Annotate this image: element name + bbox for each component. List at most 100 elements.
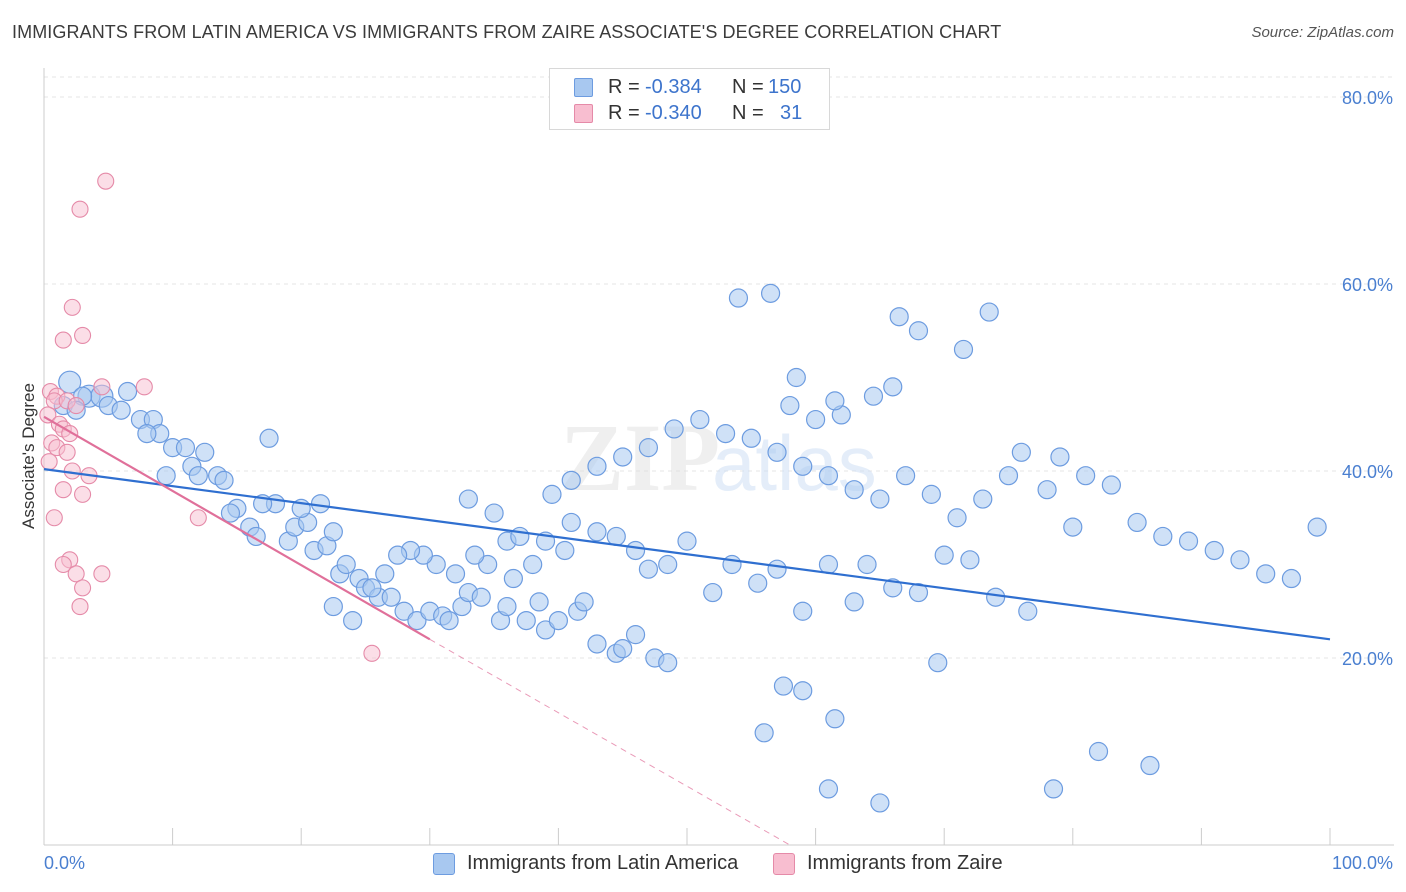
data-point-latin-america	[362, 578, 382, 598]
data-point-zaire	[71, 598, 89, 616]
data-point-zaire	[97, 172, 115, 190]
data-point-latin-america	[1043, 779, 1064, 799]
data-point-latin-america	[1204, 540, 1224, 561]
data-point-latin-america	[535, 620, 556, 640]
data-point-latin-america	[388, 545, 408, 565]
data-point-latin-america	[638, 559, 659, 579]
legend-label-latin-america: Immigrants from Latin America	[467, 852, 739, 874]
data-point-latin-america	[587, 456, 607, 476]
data-point-latin-america	[715, 424, 736, 444]
data-point-latin-america	[561, 512, 581, 533]
data-point-latin-america	[561, 470, 581, 490]
y-tick-label: 60.0%	[1342, 275, 1393, 295]
data-point-latin-america	[625, 625, 646, 645]
data-point-latin-america	[323, 596, 343, 617]
data-point-latin-america	[137, 424, 157, 444]
trendline-latin-america	[43, 468, 1331, 641]
data-point-latin-america	[638, 438, 659, 458]
data-point-latin-america	[1076, 466, 1096, 486]
data-point-zaire	[63, 298, 81, 316]
legend-swatch-zaire	[773, 853, 795, 875]
data-point-latin-america	[439, 610, 459, 631]
data-point-latin-america	[548, 610, 569, 631]
data-point-latin-america	[908, 582, 929, 603]
data-point-latin-america	[587, 522, 607, 542]
data-point-latin-america	[1281, 568, 1302, 589]
y-tick-label: 80.0%	[1342, 88, 1393, 108]
data-point-latin-america	[921, 484, 941, 504]
data-point-zaire	[54, 481, 72, 499]
data-point-latin-america	[722, 554, 742, 575]
data-point-latin-america	[1037, 480, 1057, 500]
data-point-latin-america	[773, 676, 794, 696]
data-point-latin-america	[574, 592, 594, 612]
data-point-latin-america	[1230, 550, 1250, 570]
data-point-latin-america	[928, 653, 948, 673]
x-tick-label: 0.0%	[44, 853, 85, 873]
legend-r-label: R =	[608, 102, 640, 124]
data-point-latin-america	[883, 377, 903, 397]
data-point-zaire	[67, 396, 85, 415]
data-point-zaire	[67, 565, 85, 583]
data-point-latin-america	[394, 601, 414, 621]
data-point-latin-america	[111, 400, 131, 420]
data-point-zaire	[63, 462, 81, 480]
data-point-latin-america	[818, 554, 839, 575]
chart-title: IMMIGRANTS FROM LATIN AMERICA VS IMMIGRA…	[12, 22, 1002, 42]
trendline-zaire	[43, 415, 431, 641]
data-point-latin-america	[844, 592, 864, 612]
data-point-latin-america	[947, 508, 967, 528]
data-point-latin-america	[870, 489, 890, 509]
data-point-latin-america	[188, 466, 208, 486]
legend-label-zaire: Immigrants from Zaire	[807, 852, 1003, 874]
data-point-latin-america	[793, 681, 813, 701]
data-point-latin-america	[381, 587, 401, 607]
data-point-latin-america	[863, 386, 884, 406]
data-point-latin-america	[529, 592, 549, 612]
data-point-zaire	[58, 443, 76, 461]
data-point-zaire	[189, 509, 207, 527]
data-point-latin-america	[445, 564, 466, 584]
legend-r-label: R =	[608, 76, 640, 98]
data-point-latin-america	[793, 601, 813, 621]
series-zaire	[39, 172, 381, 662]
data-point-latin-america	[323, 522, 343, 542]
data-point-latin-america	[908, 321, 929, 341]
legend-swatch-latin-america	[574, 78, 593, 97]
data-point-latin-america	[857, 554, 877, 575]
trend-lines	[43, 415, 1331, 846]
data-point-latin-america	[896, 466, 916, 486]
data-point-latin-america	[690, 409, 710, 430]
y-tick-label: 20.0%	[1342, 649, 1393, 669]
data-point-zaire	[74, 485, 92, 503]
data-point-latin-america	[542, 484, 562, 504]
data-point-latin-america	[998, 466, 1019, 486]
data-point-latin-america	[1127, 512, 1147, 533]
data-point-latin-america	[979, 302, 999, 322]
data-point-latin-america	[883, 578, 903, 598]
grid-lines	[44, 76, 1394, 659]
data-point-zaire	[71, 200, 89, 218]
data-point-latin-america	[555, 540, 575, 561]
legend-n-label: N =	[732, 102, 764, 124]
data-point-latin-america	[1050, 447, 1070, 467]
data-point-latin-america	[934, 545, 954, 565]
data-point-latin-america	[1178, 531, 1199, 551]
watermark: ZIP atlas	[560, 404, 877, 511]
data-point-latin-america	[587, 634, 607, 654]
data-point-latin-america	[870, 793, 890, 813]
data-point-latin-america	[889, 307, 909, 327]
chart-source: Source: ZipAtlas.com	[1251, 24, 1394, 41]
data-point-zaire	[74, 326, 92, 344]
data-point-latin-america	[613, 447, 633, 467]
data-point-latin-america	[658, 554, 678, 575]
data-point-latin-america	[407, 610, 427, 631]
data-point-latin-america	[1256, 564, 1276, 584]
legend-swatch-zaire	[574, 104, 593, 123]
legend-r-value: -0.340	[645, 102, 702, 124]
data-point-latin-america	[1140, 755, 1160, 776]
data-point-zaire	[93, 378, 111, 396]
y-tick-labels: 20.0% 40.0% 60.0% 80.0%	[1342, 88, 1393, 669]
data-point-latin-america	[703, 582, 723, 603]
data-point-latin-america	[516, 610, 536, 631]
